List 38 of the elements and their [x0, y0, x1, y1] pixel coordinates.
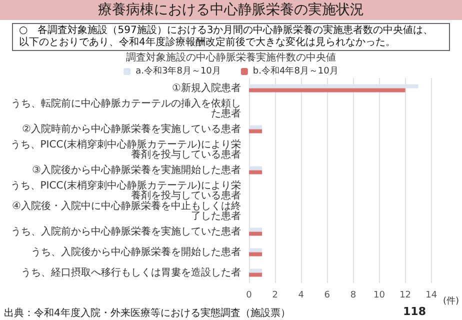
y-tick-label: ②入院時前から中心静脈栄養を実施している患者: [22, 122, 241, 135]
x-tick-label: 8: [350, 290, 356, 300]
bar: [249, 88, 406, 92]
legend-label: b.令和4年8月～10月: [252, 66, 338, 76]
bar: [249, 84, 418, 88]
x-tick-label: 12: [400, 290, 412, 300]
x-tick-label: 4: [298, 290, 304, 300]
y-tick-label: うち、経口摂取へ移行もしくは胃婁を造設した者: [21, 266, 241, 278]
bar: [249, 129, 262, 134]
source-note: 出典：令和4年度入院・外来医療等における実態調査（施設票）: [4, 306, 290, 320]
x-tick-label: 10: [374, 290, 386, 300]
bar: [249, 228, 262, 232]
x-tick-label: 0: [246, 290, 252, 300]
bar: [249, 252, 262, 256]
chart-subtitle: ○ 各調査対象施設（597施設）における3か月間の中心静脈栄養の実施患者数の中央値は、以下のとおりであり、令和4年度診療報酬改定前後で大きな変化は見られなかった。: [12, 23, 450, 51]
x-tick-label: 14: [426, 290, 438, 300]
bar: [249, 125, 262, 130]
bar: [249, 170, 262, 174]
chart-title: 療養病棟における中心静脈栄養の実施状況: [0, 0, 462, 20]
y-tick-label: うち、入院前から中心静脈栄養を実施していた患者: [11, 225, 241, 238]
legend-label: a.令和3年8月～10月: [136, 66, 221, 76]
y-tick-label: うち、入院後から中心静脈栄養を開始した患者: [31, 246, 241, 258]
text: 118: [403, 305, 426, 318]
text: 調査対象施設の中心静脈栄養実施件数の中央値: [126, 52, 336, 64]
bar: [249, 166, 262, 170]
y-tick-label: ①新規入院患者: [172, 82, 241, 94]
bar: [249, 232, 262, 236]
y-tick-label: ④入院後・入院中に中心静脈栄養を中止もしくは終了した患者: [12, 200, 241, 222]
y-tick-label: ③入院後から中心静脈栄養を実施開始した患者: [32, 164, 241, 176]
y-tick-label: うち、PICC(末梢穿刺中心静脈カテーテル)により栄養剤を投与している患者: [10, 179, 241, 202]
x-tick-label: 2: [272, 290, 278, 300]
x-axis-title: (件): [442, 296, 460, 306]
y-tick-label: うち、転院前に中心静脈カテーテルの挿入を依頼した患者: [11, 97, 241, 120]
bar: [249, 248, 262, 252]
y-tick-label: うち、PICC(末梢穿刺中心静脈カテーテル)により栄養剤を投与している患者: [10, 138, 241, 160]
x-tick-label: 6: [324, 290, 330, 300]
bar: [249, 272, 262, 277]
bar: [249, 268, 262, 273]
